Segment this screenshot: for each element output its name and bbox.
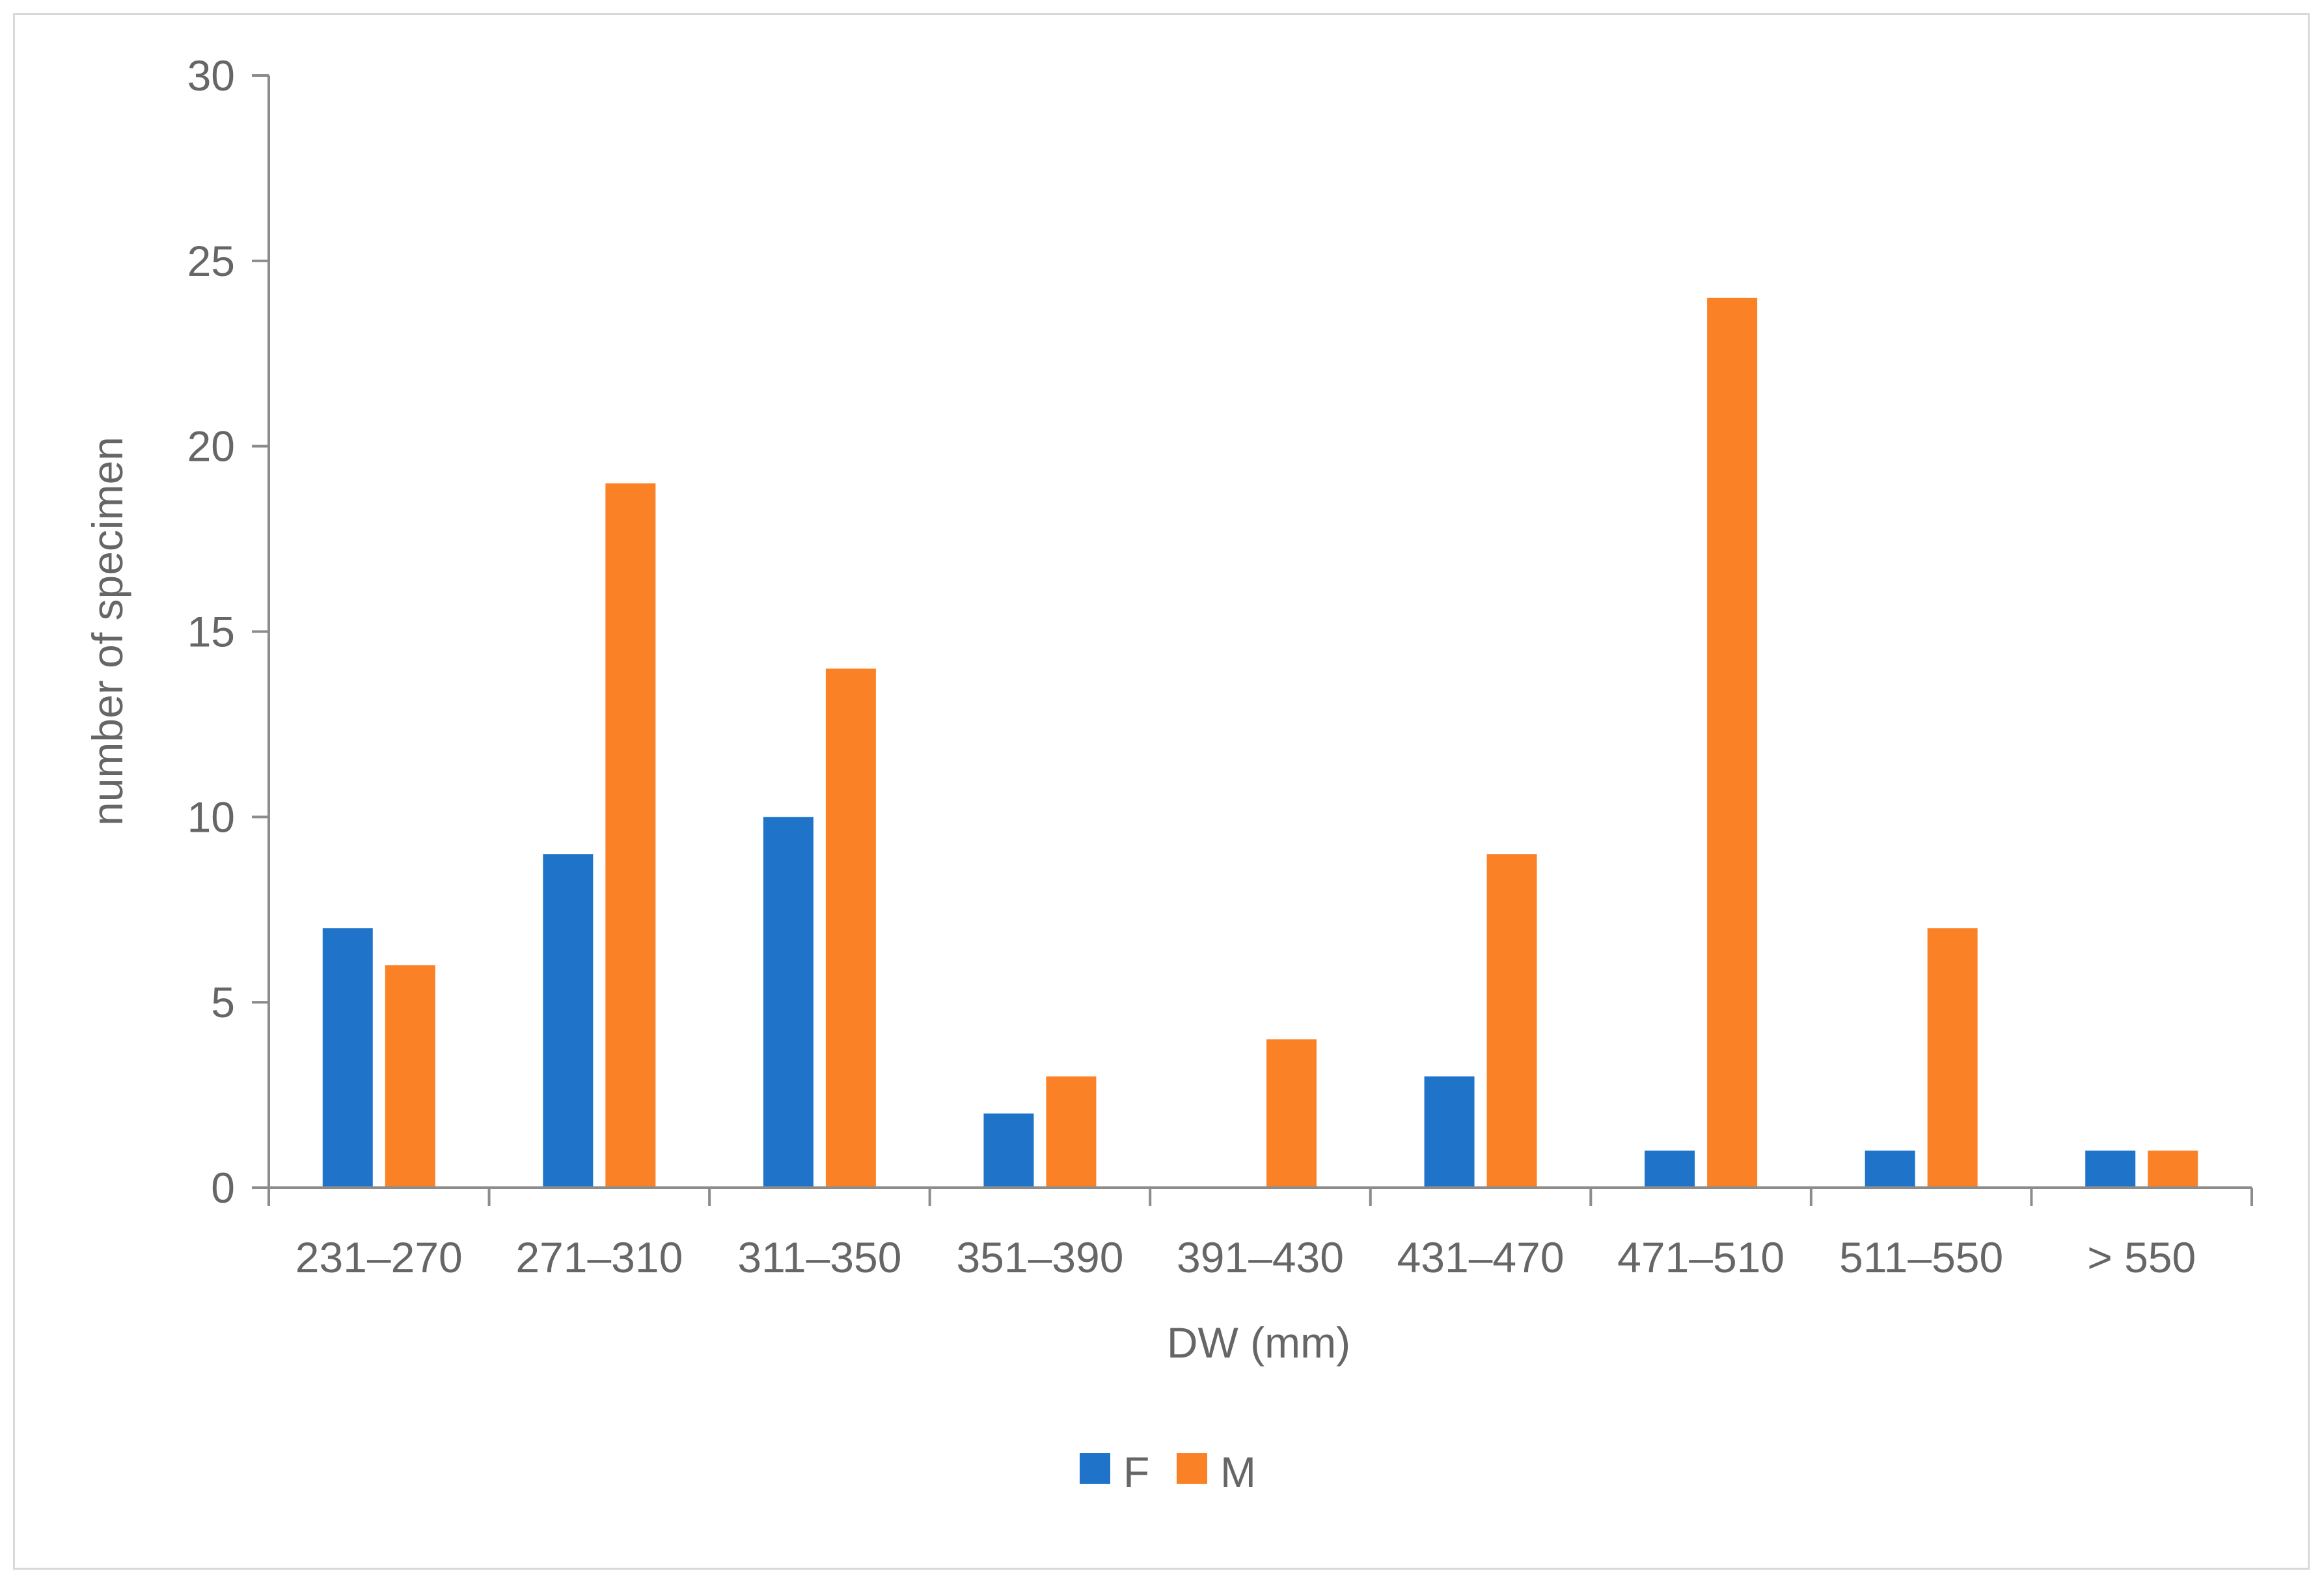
x-tick-label: 391–430	[1177, 1233, 1344, 1281]
y-tick-label: 20	[187, 422, 235, 471]
chart-area	[13, 13, 2310, 1570]
bars	[322, 297, 2198, 1188]
bar-f-8	[2085, 1151, 2136, 1188]
bar-m-6	[1707, 297, 1758, 1188]
bar-f-5	[1424, 1076, 1475, 1188]
bar-f-0	[322, 928, 373, 1188]
bar-m-8	[2148, 1151, 2198, 1188]
bar-m-4	[1266, 1039, 1317, 1188]
x-axis-title: DW (mm)	[1167, 1318, 1350, 1367]
x-axis-ticks: 231–270 271–310 311–350 351–390 391–430 431–4…	[267, 1188, 2253, 1281]
x-tick-label: 231–270	[295, 1233, 463, 1281]
bar-f-1	[543, 854, 594, 1188]
legend-label-m: M	[1220, 1448, 1256, 1496]
x-tick-label: 271–310	[515, 1233, 683, 1281]
y-tick-label: 15	[187, 608, 235, 656]
bar-m-5	[1486, 854, 1537, 1188]
x-tick-label: 431–470	[1397, 1233, 1565, 1281]
y-axis-title: number of specimen	[83, 437, 131, 826]
bar-m-3	[1046, 1076, 1097, 1188]
y-tick-label: 25	[187, 237, 235, 285]
x-tick-label: 511–550	[1839, 1233, 2003, 1281]
x-tick-label: 311–350	[737, 1233, 901, 1281]
bar-f-7	[1865, 1151, 1915, 1188]
bar-f-3	[983, 1113, 1034, 1188]
y-axis-ticks: 0 5 10 15 20 25 30	[187, 51, 269, 1212]
axes	[267, 75, 2252, 1189]
legend-label-f: F	[1123, 1448, 1149, 1496]
bar-f-2	[763, 817, 813, 1188]
bar-m-7	[1927, 928, 1978, 1188]
y-tick-label: 5	[211, 978, 235, 1026]
bar-m-2	[825, 668, 876, 1188]
bar-m-0	[385, 965, 435, 1188]
legend-swatch-f	[1080, 1453, 1110, 1484]
y-tick-label: 30	[187, 51, 235, 100]
y-tick-label: 0	[211, 1164, 235, 1212]
bar-f-6	[1645, 1151, 1695, 1188]
bar-m-1	[605, 483, 656, 1188]
x-tick-label: > 550	[2087, 1233, 2196, 1281]
x-tick-label: 471–510	[1617, 1233, 1784, 1281]
y-tick-label: 10	[187, 793, 235, 841]
x-tick-label: 351–390	[956, 1233, 1123, 1281]
legend-swatch-m	[1177, 1453, 1207, 1484]
